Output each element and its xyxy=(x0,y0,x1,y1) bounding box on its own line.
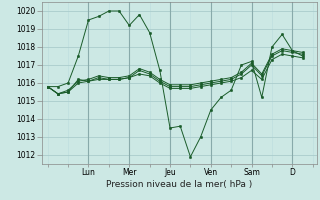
X-axis label: Pression niveau de la mer( hPa ): Pression niveau de la mer( hPa ) xyxy=(106,180,252,189)
